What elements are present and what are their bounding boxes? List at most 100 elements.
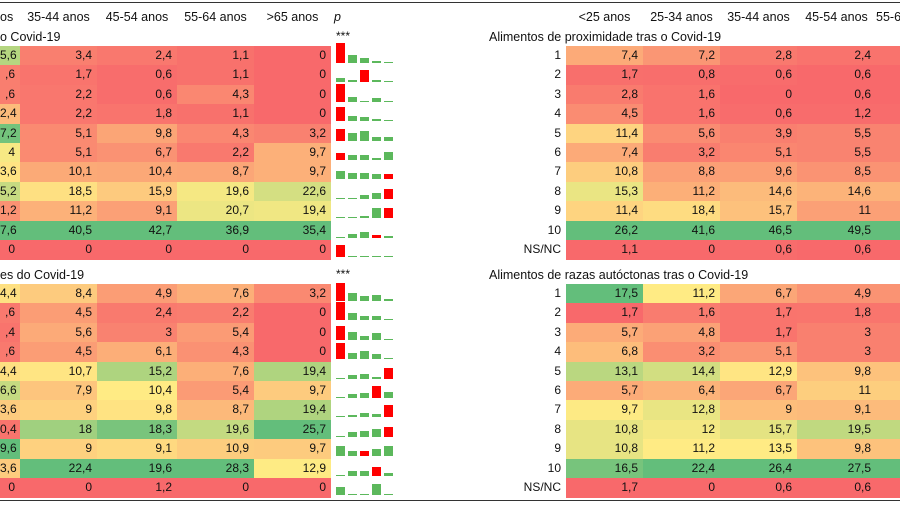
right-cell: 4,8 <box>643 322 720 343</box>
sparkline-bar <box>336 325 345 340</box>
sparkline-bar <box>384 120 393 122</box>
left-cell: 4,5 <box>20 303 97 324</box>
right-cell: 5,1 <box>720 143 797 163</box>
sparkline-bar <box>360 296 369 301</box>
sparkline-bar <box>372 449 381 457</box>
sparkline-bar <box>360 58 369 63</box>
right-cell-partial <box>876 400 900 421</box>
sparkline-bar <box>360 393 369 398</box>
right-cell-partial <box>876 284 900 304</box>
sparkline-bar <box>348 293 357 301</box>
left-cell: 1,1 <box>177 65 254 86</box>
sparkline-bar <box>336 377 345 379</box>
row-label: 5 <box>554 125 561 140</box>
sparkline-bar <box>336 171 345 180</box>
right-cell: 9,8 <box>797 361 876 382</box>
right-cell-partial <box>876 84 900 105</box>
left-cell: 18 <box>20 419 97 440</box>
sparkline-bar <box>348 96 357 102</box>
right-cell: 5,5 <box>797 123 876 144</box>
right-cell: 10,8 <box>566 162 643 183</box>
sparkline-bar <box>360 335 369 340</box>
left-cell: 18,5 <box>20 181 97 202</box>
sparkline-bar <box>372 256 381 257</box>
left-cell: 9 <box>20 400 97 421</box>
right-cell: 18,4 <box>643 201 720 222</box>
right-cell: 26,2 <box>566 220 643 241</box>
right-cell: 10,8 <box>566 439 643 460</box>
row-label: 6 <box>554 383 561 397</box>
sparkline-bar <box>348 55 357 63</box>
sparkline-bar <box>348 313 357 321</box>
left-cell: 0 <box>177 478 254 498</box>
left-cell: 7,9 <box>20 381 97 401</box>
right-cell: 16,5 <box>566 458 643 479</box>
left-cell: ,6 <box>0 65 20 86</box>
left-cell: 0 <box>20 478 97 498</box>
sparkline-bar <box>384 367 393 379</box>
right-cell: 14,6 <box>720 181 797 202</box>
right-cell: 17,5 <box>566 284 643 304</box>
left-cell: 5,4 <box>177 381 254 401</box>
left-cell: 0,6 <box>97 84 177 105</box>
sparkline-bar <box>360 194 369 199</box>
right-cell: 11,2 <box>643 181 720 202</box>
right-cell: 1,7 <box>566 478 643 498</box>
right-cell: 5,5 <box>797 143 876 163</box>
right-cell-partial <box>876 303 900 324</box>
right-section-title-0: Alimentos de proximidade tras o Covid-19 <box>489 30 722 44</box>
right-cell: 7,2 <box>643 46 720 66</box>
left-cell: 1,1 <box>177 104 254 125</box>
left-header-0: 35-44 anos <box>27 10 90 24</box>
right-cell: 3,9 <box>720 123 797 144</box>
left-cell: 2,2 <box>177 303 254 324</box>
left-cell: 19,4 <box>254 400 331 421</box>
right-cell: 5,7 <box>566 381 643 401</box>
left-cell: 2,2 <box>20 104 97 125</box>
row-label: 9 <box>554 441 561 456</box>
left-cell: 0 <box>254 478 331 498</box>
right-cell: 1,7 <box>720 303 797 324</box>
left-cell: 9,1 <box>97 201 177 222</box>
sparkline-bar <box>348 256 357 257</box>
right-cell: 0,6 <box>797 84 876 105</box>
sparkline-bar <box>336 83 345 102</box>
left-cell: 0 <box>177 240 254 260</box>
left-cell: 0 <box>254 322 331 343</box>
left-cell: 0 <box>254 303 331 324</box>
left-cell: 0,6 <box>97 65 177 86</box>
right-cell: 1,8 <box>797 303 876 324</box>
left-cell: 22,6 <box>254 181 331 202</box>
sparkline-bar <box>384 81 393 83</box>
left-cell: 3,2 <box>254 123 331 144</box>
right-cell: 49,5 <box>797 220 876 241</box>
right-cell: 0,6 <box>720 478 797 498</box>
left-cell: 5,1 <box>20 143 97 163</box>
right-cell: 5,7 <box>566 322 643 343</box>
right-cell-partial <box>876 220 900 241</box>
left-cell: 3,6 <box>0 458 20 479</box>
right-cell-partial <box>876 478 900 498</box>
right-header-2: 35-44 anos <box>727 10 790 24</box>
sparkline-bar <box>348 233 357 238</box>
left-cell: 0 <box>254 84 331 105</box>
sparkline-bar <box>384 100 393 102</box>
sparkline-bar <box>372 234 381 238</box>
right-cell: 1,7 <box>566 303 643 324</box>
row-label: 10 <box>547 460 561 475</box>
right-cell: 13,5 <box>720 439 797 460</box>
sparkline-bar <box>384 319 393 321</box>
sparkline-bar <box>384 405 393 418</box>
right-cell-partial <box>876 46 900 66</box>
right-cell: 1,1 <box>566 240 643 260</box>
left-cell: 19,4 <box>254 201 331 222</box>
right-cell: 6,7 <box>720 284 797 304</box>
right-cell: 3,2 <box>643 143 720 163</box>
sparkline-bar <box>360 256 369 257</box>
sparkline-bar <box>336 487 345 495</box>
left-cell: 4,3 <box>177 123 254 144</box>
sparkline-bar <box>336 107 345 122</box>
left-cell: 19,6 <box>177 181 254 202</box>
sparkline-bar <box>360 373 369 379</box>
significance-stars-1: *** <box>336 267 351 281</box>
